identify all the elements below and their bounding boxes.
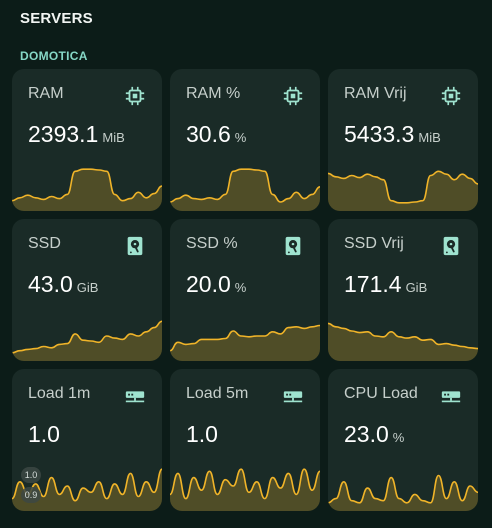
- sensor-value: 5433.3 MiB: [344, 121, 441, 148]
- sensor-history-line: [328, 322, 478, 350]
- sensor-value-unit: %: [234, 130, 247, 145]
- sensor-value: 2393.1 MiB: [28, 121, 125, 148]
- sensor-card-ram[interactable]: RAM 2393.1 MiB: [12, 69, 162, 211]
- sensor-value-number: 2393.1: [28, 121, 99, 147]
- harddisk-icon: [282, 235, 304, 257]
- sensor-history-area: [328, 323, 478, 361]
- sensor-value-number: 23.0: [344, 421, 389, 447]
- sensor-history-graph: [328, 474, 478, 511]
- sensor-name: SSD Vrij: [344, 235, 404, 252]
- sensor-value: 171.4 GiB: [344, 271, 427, 298]
- sensor-value: 43.0 GiB: [28, 271, 98, 298]
- sensor-history-area: [170, 469, 320, 511]
- sensor-value-number: 43.0: [28, 271, 73, 297]
- sensor-history-graph: [170, 168, 320, 211]
- sensor-card-ram-vrij[interactable]: RAM Vrij 5433.3 MiB: [328, 69, 478, 211]
- sensor-name: CPU Load: [344, 385, 418, 402]
- sensor-value: 30.6%: [186, 121, 246, 148]
- sensor-value: 20.0%: [186, 271, 246, 298]
- sensor-card-load-5m[interactable]: Load 5m 1.0: [170, 369, 320, 511]
- sensor-card-ssd-vrij[interactable]: SSD Vrij 171.4 GiB: [328, 219, 478, 361]
- graph-axis-max-label: 1.0: [21, 467, 41, 483]
- harddisk-icon: [440, 235, 462, 257]
- sensor-name: RAM: [28, 85, 64, 102]
- sensor-value-number: 30.6: [186, 121, 231, 147]
- server-icon: [282, 385, 304, 407]
- sensor-history-graph: [170, 324, 320, 361]
- sensor-history-line: [12, 168, 162, 202]
- server-icon: [124, 385, 146, 407]
- sensor-value: 1.0: [186, 421, 218, 448]
- sensor-value-number: 171.4: [344, 271, 402, 297]
- sensor-history-line: [170, 324, 320, 352]
- subsection-title: DOMOTICA: [20, 49, 88, 63]
- section-title: SERVERS: [20, 10, 93, 27]
- sensor-value-number: 1.0: [28, 421, 60, 447]
- sensor-value-unit: %: [392, 430, 405, 445]
- sensor-history-line: [170, 168, 320, 203]
- sensor-history-area: [328, 475, 478, 511]
- sensor-history-graph: [328, 322, 478, 361]
- chip-icon: [282, 85, 304, 107]
- chip-icon: [440, 85, 462, 107]
- sensor-grid: RAM 2393.1 MiB RAM % 30.6% RAM Vrij 5433.3 MiB S…: [12, 69, 478, 511]
- sensor-value-number: 1.0: [186, 421, 218, 447]
- sensor-card-load-1m[interactable]: Load 1m 1.0 1.0 0.9: [12, 369, 162, 511]
- sensor-name: SSD: [28, 235, 61, 252]
- sensor-history-area: [12, 169, 162, 211]
- sensor-history-line: [328, 170, 478, 204]
- sensor-card-cpu-load[interactable]: CPU Load 23.0%: [328, 369, 478, 511]
- sensor-name: Load 1m: [28, 385, 91, 402]
- sensor-history-line: [328, 474, 478, 504]
- sensor-value-unit: GiB: [405, 280, 428, 295]
- sensor-name: Load 5m: [186, 385, 249, 402]
- sensor-value: 23.0%: [344, 421, 404, 448]
- graph-axis-min-label: 0.9: [21, 487, 41, 503]
- sensor-value: 1.0: [28, 421, 60, 448]
- sensor-history-graph: [170, 468, 320, 511]
- sensor-history-graph: [12, 168, 162, 211]
- sensor-card-ssd-pct[interactable]: SSD % 20.0%: [170, 219, 320, 361]
- harddisk-icon: [124, 235, 146, 257]
- sensor-name: RAM Vrij: [344, 85, 407, 102]
- chip-icon: [124, 85, 146, 107]
- sensor-history-area: [170, 169, 320, 211]
- sensor-history-graph: [12, 320, 162, 361]
- sensor-value-number: 5433.3: [344, 121, 415, 147]
- sensor-value-unit: %: [234, 280, 247, 295]
- sensor-history-graph: [12, 468, 162, 511]
- sensor-name: SSD %: [186, 235, 238, 252]
- sensor-history-line: [12, 468, 162, 502]
- sensor-history-area: [170, 325, 320, 361]
- sensor-history-line: [12, 320, 162, 354]
- sensor-value-unit: GiB: [76, 280, 99, 295]
- sensor-name: RAM %: [186, 85, 241, 102]
- sensor-history-line: [170, 468, 320, 500]
- sensor-history-area: [328, 171, 478, 211]
- server-icon: [440, 385, 462, 407]
- sensor-value-unit: MiB: [102, 130, 125, 145]
- sensor-value-number: 20.0: [186, 271, 231, 297]
- sensor-history-graph: [328, 170, 478, 211]
- sensor-card-ram-pct[interactable]: RAM % 30.6%: [170, 69, 320, 211]
- sensor-card-ssd[interactable]: SSD 43.0 GiB: [12, 219, 162, 361]
- sensor-value-unit: MiB: [418, 130, 441, 145]
